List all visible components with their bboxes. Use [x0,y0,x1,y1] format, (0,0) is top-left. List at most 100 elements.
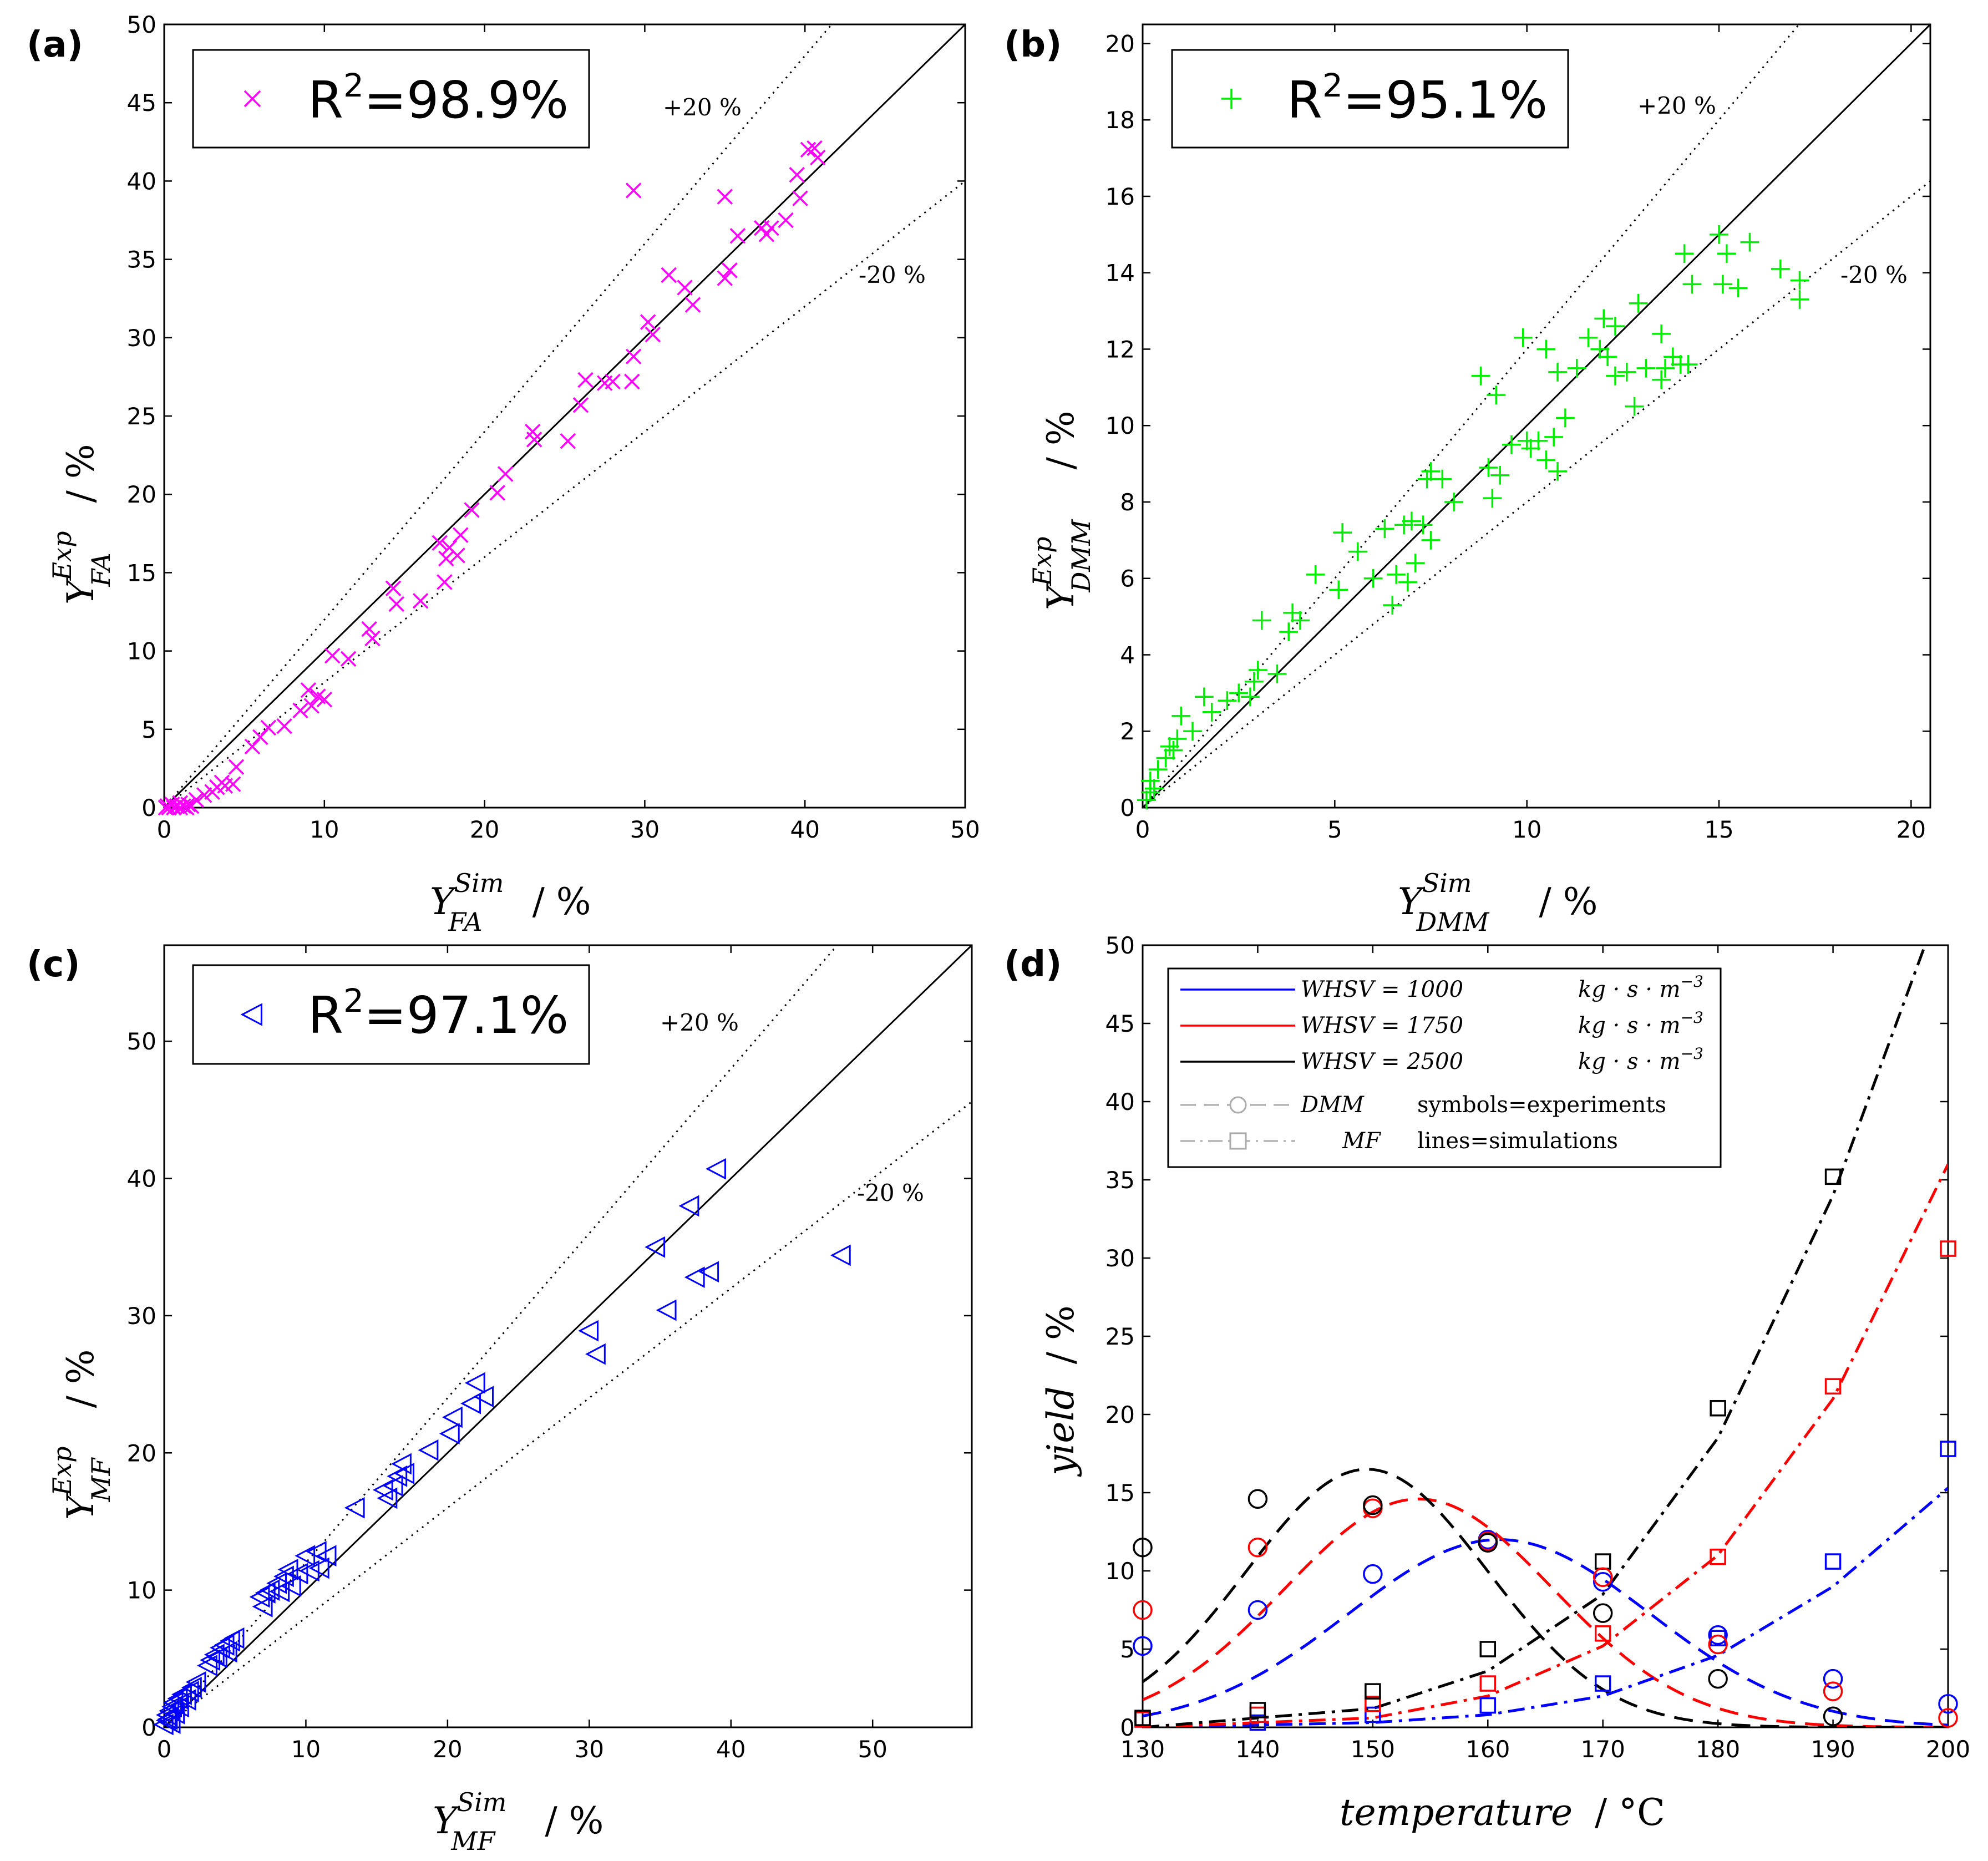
data-point [1717,244,1736,263]
panel-c-legend: R2=97.1% [192,964,590,1065]
data-point [385,580,402,596]
data-point [388,596,404,612]
data-point [706,1158,726,1180]
panel-c-label: (c) [27,944,80,985]
data-point [1218,691,1237,711]
dmm-experiment-point [1247,1489,1268,1509]
data-point [1471,366,1490,386]
data-point [830,1244,851,1266]
data-point [810,149,826,166]
data-point [449,547,465,564]
data-point [1740,232,1759,252]
panel-c-guide-lines [163,944,973,1728]
y-tick-label: 50 [127,1028,156,1055]
data-point [1652,370,1671,389]
data-point [645,1236,666,1258]
y-tick-label: 45 [127,89,156,116]
panel-b-xlabel: YSim DMM / % [1398,868,1598,937]
y-tick-label: 30 [127,1302,156,1330]
dmm-experiment-point [1363,1495,1383,1515]
data-point [168,1696,189,1718]
data-point [807,140,823,156]
data-point [438,550,454,567]
y-tick-label: 20 [1105,1401,1135,1428]
data-point [1598,347,1617,367]
y-tick-label: 15 [1105,1479,1135,1507]
mf-experiment-point [1710,1399,1726,1417]
x-tick-label: 0 [1135,816,1150,843]
mf-experiment-point [1940,1240,1956,1257]
panel-a-plus20-annotation: +20 % [663,94,742,121]
data-point [179,799,195,816]
dmm-experiment-point [1593,1571,1613,1592]
y-tick-label: 20 [127,481,156,508]
mf-experiment-point [1824,1378,1842,1395]
panel-b: (b) 0 5 10 15 20 0 2 4 6 8 10 12 14 16 18 20 +20 % -20 … [1004,23,1931,937]
y-tick-label: 0 [1120,1714,1135,1741]
data-point [698,1261,719,1283]
dmm-experiment-point [1478,1533,1498,1553]
panel-c-ylabel: YExp MF/ % [47,1349,116,1520]
panel-d-legend-label-1000: WHSV = 1000 [1301,977,1463,1002]
parity-line [163,23,966,809]
dmm-experiment-point [1708,1669,1728,1689]
x-tick-label: 50 [950,816,980,843]
mf-experiment-point [1479,1641,1497,1657]
data-point [717,270,733,286]
panel-a-ticks: 0 10 20 30 40 50 0 5 10 15 20 25 30 35 40 45 50 [127,11,980,843]
data-point [432,535,448,551]
x-tick-label: 190 [1810,1736,1855,1763]
y-tick-label: 5 [1120,1636,1135,1663]
panel-d-legend-label-2500: WHSV = 2500 [1301,1049,1463,1074]
dmm-experiment-point [1823,1706,1843,1727]
data-point [1168,729,1187,748]
dmm-experiment-point [1823,1669,1843,1689]
data-point [200,1649,221,1671]
dmm-simulation-line [1143,1538,1948,1727]
mf-experiment-point [1479,1697,1497,1714]
y-tick-label: 10 [127,638,156,665]
data-point [171,1683,192,1706]
legend-marker [240,1003,262,1026]
data-point [391,1453,412,1475]
panel-a-r2-text: R2=98.9% [308,67,569,130]
panel-a-guide-lines [163,23,966,809]
data-point [1664,347,1682,367]
data-point [678,1195,699,1217]
panel-c-r2-text: R2=97.1% [308,982,569,1045]
panel-d-legend-units-2500: kg · s · m−3 [1578,1044,1703,1074]
data-point [560,433,576,449]
mf-experiment-point [1249,1702,1266,1718]
data-point [437,574,453,590]
data-point [1656,359,1675,378]
x-tick-label: 20 [433,1736,462,1763]
data-point [1594,309,1614,328]
data-point [180,797,196,813]
panel-a-legend: R2=98.9% [192,49,590,149]
mf-experiment-point [1134,1710,1151,1726]
data-point [216,1641,237,1663]
data-point [303,698,320,714]
data-point [1502,435,1521,454]
data-point [577,372,594,388]
data-point [1421,462,1441,481]
data-point [269,1580,290,1603]
data-point [1398,572,1417,592]
data-point [460,1392,481,1414]
data-point [1183,722,1202,741]
x-tick-label: 20 [1896,816,1926,843]
data-point [188,792,204,808]
panel-a: (a) 0 10 20 30 40 50 0 5 10 15 20 25 30 35 40 45 50 +20 … [27,11,980,937]
data-point [722,262,738,278]
data-point [1229,683,1249,703]
panel-b-plus20-annotation: +20 % [1637,92,1716,119]
data-point [1283,603,1302,622]
data-point [464,502,480,518]
data-point [1383,596,1402,615]
mf-experiment-point [1365,1706,1381,1723]
mf-experiment-point [1365,1683,1381,1700]
data-point [228,759,245,775]
dmm-experiment-point [1247,1537,1268,1558]
data-point [316,691,333,708]
data-point [1433,469,1452,489]
